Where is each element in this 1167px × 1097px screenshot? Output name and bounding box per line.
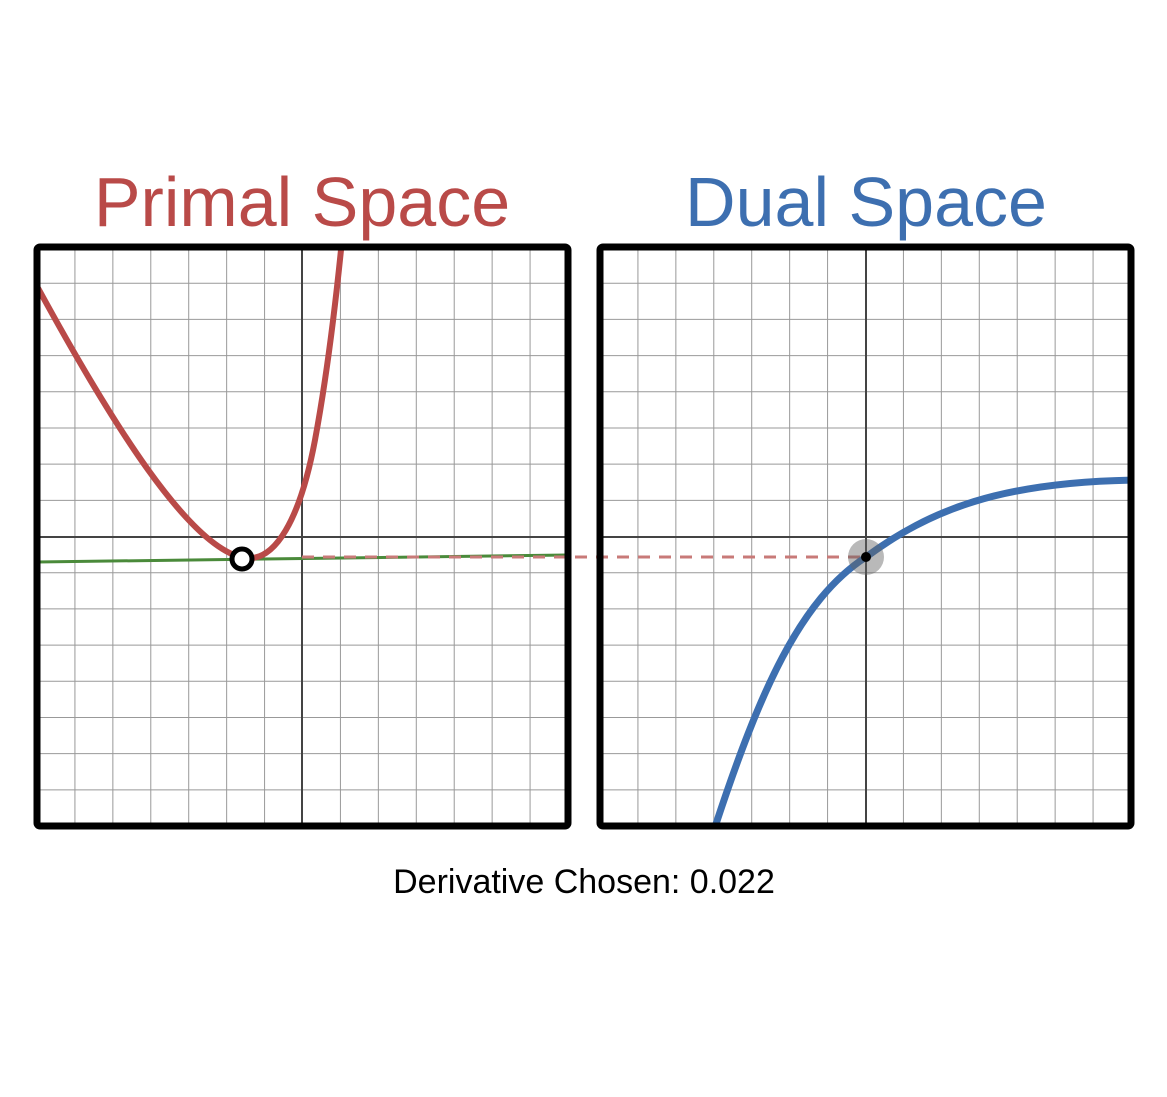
dual-curve xyxy=(711,476,1131,826)
primal-frame xyxy=(33,243,572,830)
primal-point[interactable] xyxy=(229,546,255,572)
dual-point[interactable] xyxy=(861,552,871,562)
dual-title: Dual Space xyxy=(685,163,1047,241)
dual-frame xyxy=(596,243,1135,830)
caption: Derivative Chosen: 0.022 xyxy=(393,863,775,901)
primal-title: Primal Space xyxy=(94,163,510,241)
primal-curve xyxy=(37,247,345,562)
